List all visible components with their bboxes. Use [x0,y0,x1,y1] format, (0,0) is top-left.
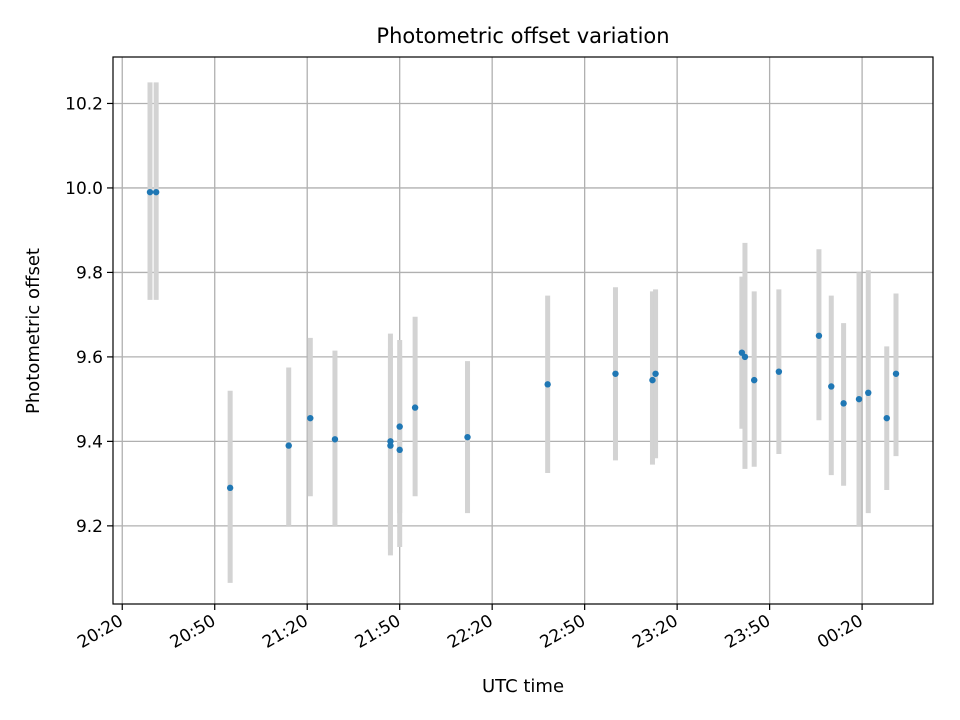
data-points [146,188,900,492]
data-point [331,436,339,443]
plot-area-frame [112,56,934,605]
y-tick-label: 9.8 [76,263,103,283]
data-point [751,376,758,384]
data-point [387,438,394,445]
data-point [396,446,403,454]
data-point [285,442,292,449]
y-axis-title: Photometric offset [23,248,44,414]
data-point [652,370,659,377]
chart-title: Photometric offset variation [376,24,669,48]
data-point [226,484,234,492]
data-point [775,368,783,375]
data-point [307,414,314,422]
data-point [152,188,160,196]
data-point [544,381,551,388]
data-point [840,400,847,407]
grid-lines [113,57,933,604]
y-tick-label: 9.6 [76,348,103,368]
data-point [396,423,403,430]
data-point [865,389,872,397]
data-point [892,370,900,377]
y-tick-label: 9.2 [76,517,103,537]
y-tick-label: 9.4 [76,432,103,452]
y-tick-label: 10.0 [65,179,103,199]
data-point [649,376,656,384]
x-axis-title: UTC time [482,676,564,697]
data-point [855,395,863,403]
data-point [411,404,419,411]
data-point [464,433,471,441]
data-point [612,370,619,377]
y-tick-label: 10.2 [65,94,103,114]
data-point [815,332,823,339]
data-point [146,188,154,196]
data-point [828,383,835,390]
data-point [741,353,749,361]
data-point [883,414,890,422]
